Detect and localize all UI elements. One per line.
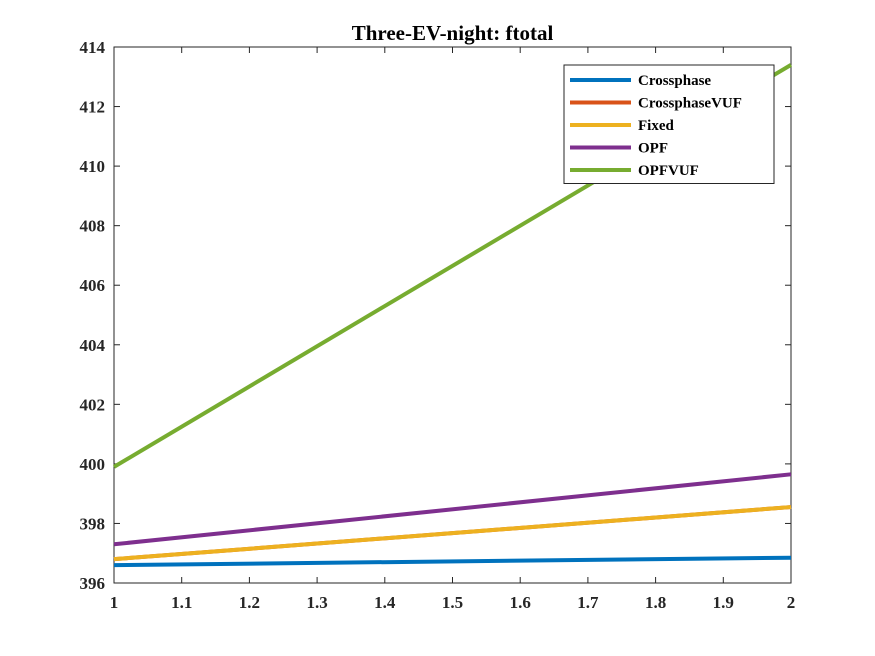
x-tick-label: 1.6 (510, 593, 531, 612)
x-tick-label: 2 (787, 593, 796, 612)
legend: Crossphase CrossphaseVUF Fixed OPF OPFVUF (563, 64, 775, 184)
series-line-crossphase (113, 555, 792, 568)
x-tick-label: 1.2 (239, 593, 260, 612)
chart-title: Three-EV-night: ftotal (352, 21, 554, 45)
x-tick-label: 1.1 (171, 593, 192, 612)
y-tick-label: 412 (80, 98, 106, 117)
x-tick-label: 1.3 (306, 593, 327, 612)
x-tick-label: 1 (110, 593, 119, 612)
legend-label: CrossphaseVUF (638, 96, 742, 112)
y-tick-label: 414 (80, 38, 106, 57)
y-tick-label: 398 (80, 514, 106, 533)
legend-label: OPF (638, 141, 668, 157)
y-tick-label: 404 (80, 336, 106, 355)
y-tick-label: 400 (80, 455, 106, 474)
x-tick-label: 1.8 (645, 593, 666, 612)
legend-label: Fixed (638, 118, 674, 134)
y-tick-label: 408 (80, 217, 106, 236)
x-tick-label: 1.9 (713, 593, 734, 612)
series-line-fixed (113, 505, 792, 562)
legend-label: OPFVUF (638, 163, 699, 179)
y-tick-label: 396 (80, 574, 106, 593)
x-tick-label: 1.4 (374, 593, 396, 612)
y-tick-label: 410 (80, 157, 106, 176)
legend-label: Crossphase (638, 73, 711, 89)
x-tick-label: 1.5 (442, 593, 463, 612)
y-tick-label: 406 (80, 276, 106, 295)
y-tick-label: 402 (80, 395, 106, 414)
x-tick-label: 1.7 (577, 593, 599, 612)
series-line-opf (113, 472, 792, 547)
